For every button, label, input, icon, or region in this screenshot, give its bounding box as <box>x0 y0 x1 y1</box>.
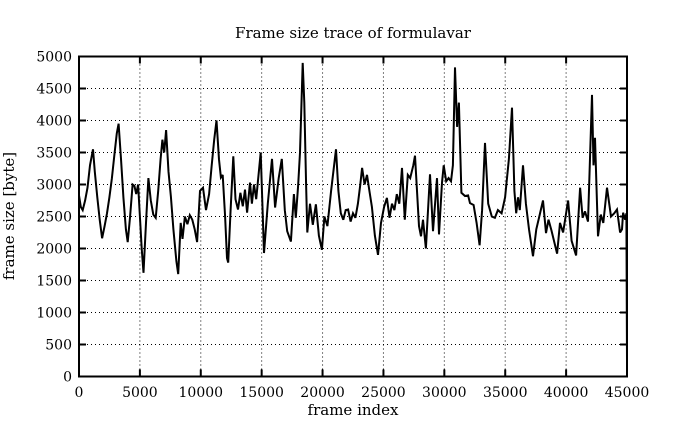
x-tick-label: 25000 <box>361 385 406 401</box>
x-tick-labels: 0 5000 10000 15000 20000 25000 30000 35000 40000… <box>75 385 650 401</box>
y-tick-label: 500 <box>45 338 72 354</box>
x-tick-label: 20000 <box>300 385 345 401</box>
y-tick-label: 5000 <box>36 50 72 66</box>
y-tick-label: 1000 <box>36 306 72 322</box>
y-tick-label: 2500 <box>36 210 72 226</box>
x-tick-label: 45000 <box>605 385 650 401</box>
y-axis-label: frame size [byte] <box>0 152 18 280</box>
chart-title: Frame size trace of formulavar <box>235 24 472 42</box>
y-tick-label: 1500 <box>36 274 72 290</box>
x-tick-label: 35000 <box>483 385 528 401</box>
y-tick-labels: 0 500 1000 1500 2000 2500 3000 3500 4000 4500 5000 <box>36 50 72 386</box>
y-tick-label: 2000 <box>36 242 72 258</box>
x-tick-label: 10000 <box>179 385 224 401</box>
x-tick-label: 15000 <box>239 385 284 401</box>
x-tick-label: 0 <box>75 385 84 401</box>
y-tick-label: 4500 <box>36 82 72 98</box>
x-axis-label: frame index <box>308 401 399 419</box>
x-tick-label: 5000 <box>122 385 158 401</box>
data-line <box>78 62 628 361</box>
y-tick-label: 0 <box>63 370 72 386</box>
y-tick-label: 3500 <box>36 146 72 162</box>
x-tick-label: 40000 <box>544 385 589 401</box>
y-tick-label: 4000 <box>36 114 72 130</box>
y-tick-label: 3000 <box>36 178 72 194</box>
x-tick-label: 30000 <box>422 385 467 401</box>
